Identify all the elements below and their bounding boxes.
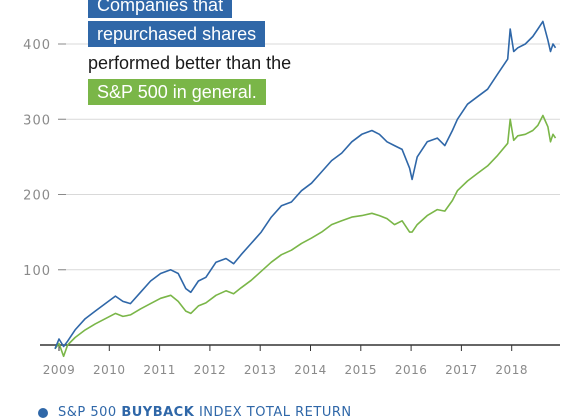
y-tick-label-100: 100 xyxy=(23,264,51,279)
annotation-line-4: S&P 500 in general. xyxy=(88,79,291,105)
x-tick-label-2018: 2018 xyxy=(495,363,528,377)
y-tick-label-400: 400 xyxy=(23,38,51,53)
x-tick-label-2009: 2009 xyxy=(43,363,76,377)
x-tick-label-2012: 2012 xyxy=(194,363,227,377)
legend-swatch-buyback xyxy=(38,407,48,418)
chart-annotation: Companies that repurchased shares perfor… xyxy=(88,0,291,108)
legend-label-buyback: S&P 500 BUYBACK INDEX TOTAL RETURN xyxy=(58,405,352,420)
series-lines xyxy=(54,20,557,358)
x-tick-label-2010: 2010 xyxy=(93,363,126,377)
legend: S&P 500 BUYBACK INDEX TOTAL RETURN xyxy=(38,405,352,420)
series-line-s-p-500 xyxy=(54,114,557,358)
annotation-line-3: performed better than the xyxy=(88,53,292,73)
x-tick-label-2016: 2016 xyxy=(395,363,428,377)
series-line-s-p-500-buyback-index-total-return xyxy=(54,20,557,350)
y-tick-label-200: 200 xyxy=(23,189,51,204)
annotation-line-1: Companies that xyxy=(88,0,291,18)
y-axis-ticks: 100 200 300 400 xyxy=(23,38,66,279)
x-tick-label-2014: 2014 xyxy=(294,363,327,377)
annotation-line-2: repurchased shares xyxy=(88,21,291,47)
x-tick-label-2013: 2013 xyxy=(244,363,277,377)
x-tick-label-2011: 2011 xyxy=(143,363,176,377)
x-tick-label-2017: 2017 xyxy=(445,363,478,377)
x-tick-label-2015: 2015 xyxy=(345,363,378,377)
y-tick-label-300: 300 xyxy=(23,113,51,128)
x-axis-ticks: 2009 2010 2011 2012 2013 2014 2015 2016 2017 2018 xyxy=(43,345,528,377)
